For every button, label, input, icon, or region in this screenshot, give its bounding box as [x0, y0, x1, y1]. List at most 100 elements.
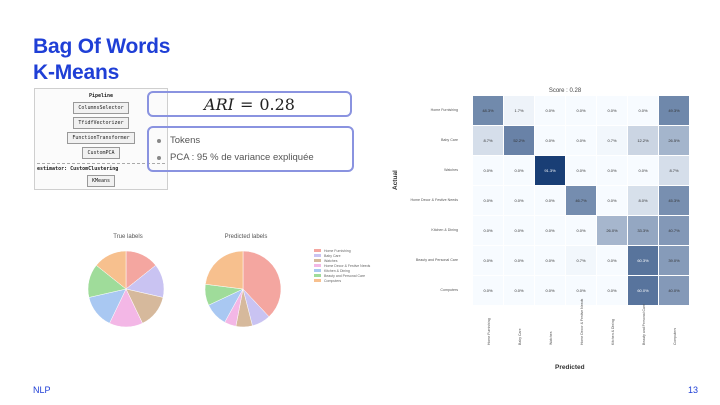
heatmap-cell: 12.2%	[628, 126, 659, 156]
heatmap-cell: 40.7%	[659, 216, 690, 246]
bullet-box: Tokens PCA : 95 % de variance expliquée	[147, 126, 354, 172]
heatmap-row-label: Kitchen & Dining	[431, 228, 458, 232]
heatmap-cell: 40.0%	[659, 276, 690, 306]
heatmap-cell: 0.0%	[597, 246, 628, 276]
heatmap-cell: 0.0%	[504, 186, 535, 216]
page-number: 13	[687, 385, 698, 395]
pipeline-step: CustomPCA	[82, 147, 120, 159]
heatmap-cell: 39.0%	[659, 246, 690, 276]
heatmap-cell: 0.0%	[535, 216, 566, 246]
heatmap-cell: 0.0%	[473, 276, 504, 306]
heatmap-cell: 0.0%	[504, 276, 535, 306]
legend-swatch	[314, 269, 321, 272]
predicted-labels-pie	[204, 250, 282, 328]
ari-box: ARI = 0.28	[147, 91, 352, 117]
heatmap-col-label: Computers	[672, 327, 677, 345]
pipeline-header: Pipeline	[88, 93, 114, 99]
legend-swatch	[314, 279, 321, 282]
heatmap-cell: 0.0%	[535, 96, 566, 126]
heatmap-row-label: Home Decor & Festive Needs	[410, 198, 458, 202]
legend-label: Beauty and Personal Care	[324, 273, 366, 278]
heatmap-row-label: Beauty and Personal Care	[415, 258, 458, 262]
pipeline-estimator-label: estimator: CustomClustering	[37, 163, 165, 172]
heatmap-cell: 0.0%	[535, 186, 566, 216]
metric-value: 0.28	[259, 94, 295, 114]
legend-label: Baby Care	[324, 253, 341, 258]
bullet-item: Tokens	[157, 132, 344, 149]
legend-item: Computers	[314, 278, 370, 283]
bullet-text: Tokens	[170, 135, 201, 146]
heatmap-cell: 0.0%	[597, 276, 628, 306]
heatmap-cell: 1.7%	[504, 96, 535, 126]
title-line-1: Bag Of Words	[33, 35, 171, 58]
heatmap-cell: 0.0%	[628, 156, 659, 186]
heatmap-cell: 0.0%	[473, 186, 504, 216]
legend-label: Home Furnishing	[324, 248, 351, 253]
legend-item: Home Decor & Festive Needs	[314, 263, 370, 268]
heatmap-row-label: Computers	[440, 288, 458, 292]
heatmap-col-label: Baby Care	[517, 328, 522, 345]
heatmap-col-label: Home Decor & Festive Needs	[579, 298, 584, 345]
slide-title: Bag Of Words K-Means	[33, 34, 170, 86]
pie-slice	[95, 250, 127, 290]
heatmap-col-label: Watches	[548, 331, 553, 346]
heatmap-cell: 8.0%	[628, 186, 659, 216]
pipeline-step: TfidfVectorizer	[73, 117, 129, 129]
heatmap-cell: 91.3%	[535, 156, 566, 186]
legend-swatch	[314, 264, 321, 267]
legend-swatch	[314, 274, 321, 277]
legend-swatch	[314, 249, 321, 252]
heatmap-cell: 0.0%	[473, 156, 504, 186]
heatmap-cell: 0.0%	[504, 156, 535, 186]
heatmap-cell: 49.3%	[659, 96, 690, 126]
legend-item: Baby Care	[314, 253, 370, 258]
heatmap-cell: 26.0%	[597, 216, 628, 246]
heatmap-xlabel: Predicted	[555, 364, 585, 371]
heatmap-cell: 0.0%	[566, 156, 597, 186]
footer-label: NLP	[33, 385, 51, 395]
heatmap-cell: 60.0%	[628, 276, 659, 306]
heatmap-cell: 0.0%	[535, 126, 566, 156]
pie-legend: Home Furnishing Baby Care Watches Home Deco…	[314, 248, 370, 283]
legend-label: Home Decor & Festive Needs	[324, 263, 371, 268]
heatmap-cell: 0.0%	[566, 126, 597, 156]
legend-item: Kitchen & Dining	[314, 268, 370, 273]
heatmap-row-label: Home Furnishing	[430, 108, 458, 112]
heatmap-cell: 33.3%	[628, 216, 659, 246]
title-line-2: K-Means	[33, 61, 120, 84]
heatmap-cell: 0.0%	[566, 96, 597, 126]
heatmap-title: Score : 0.28	[548, 88, 582, 94]
true-labels-title: True labels	[113, 234, 143, 240]
heatmap-cell: 46.7%	[566, 186, 597, 216]
heatmap-cell: 48.3%	[473, 96, 504, 126]
heatmap-cell: 8.7%	[659, 156, 690, 186]
pipeline-step: FunctionTransformer	[67, 132, 135, 144]
bullet-item: PCA : 95 % de variance expliquée	[157, 149, 344, 166]
legend-swatch	[314, 254, 321, 257]
bullet-dot	[157, 138, 161, 143]
heatmap-cell: 0.0%	[504, 216, 535, 246]
heatmap-cell: 52.2%	[504, 126, 535, 156]
legend-label: Kitchen & Dining	[324, 268, 350, 273]
heatmap-row-label: Watches	[444, 168, 458, 172]
legend-label: Computers	[324, 278, 342, 283]
heatmap-cell: 0.7%	[597, 126, 628, 156]
heatmap-cell: 0.0%	[473, 216, 504, 246]
heatmap-cell: 0.7%	[566, 246, 597, 276]
legend-item: Home Furnishing	[314, 248, 370, 253]
heatmap-col-label: Kitchen & Dining	[610, 319, 615, 345]
legend-swatch	[314, 259, 321, 262]
pipeline-step: ColumnsSelector	[73, 102, 129, 114]
heatmap-cell: 8.7%	[473, 126, 504, 156]
bullet-text: PCA : 95 % de variance expliquée	[170, 152, 314, 163]
heatmap-col-label: Home Furnishing	[486, 318, 491, 345]
heatmap-cell: 26.5%	[659, 126, 690, 156]
true-labels-pie	[87, 250, 165, 328]
pipeline-diagram: Pipeline ColumnsSelector TfidfVectorizer…	[34, 88, 168, 190]
heatmap-col-label: Beauty and Personal Care	[641, 303, 646, 345]
heatmap-cell: 0.0%	[597, 96, 628, 126]
legend-item: Beauty and Personal Care	[314, 273, 370, 278]
bullet-dot	[157, 155, 161, 160]
heatmap-cell: 0.0%	[597, 156, 628, 186]
heatmap-ylabel: Actual	[392, 170, 399, 190]
